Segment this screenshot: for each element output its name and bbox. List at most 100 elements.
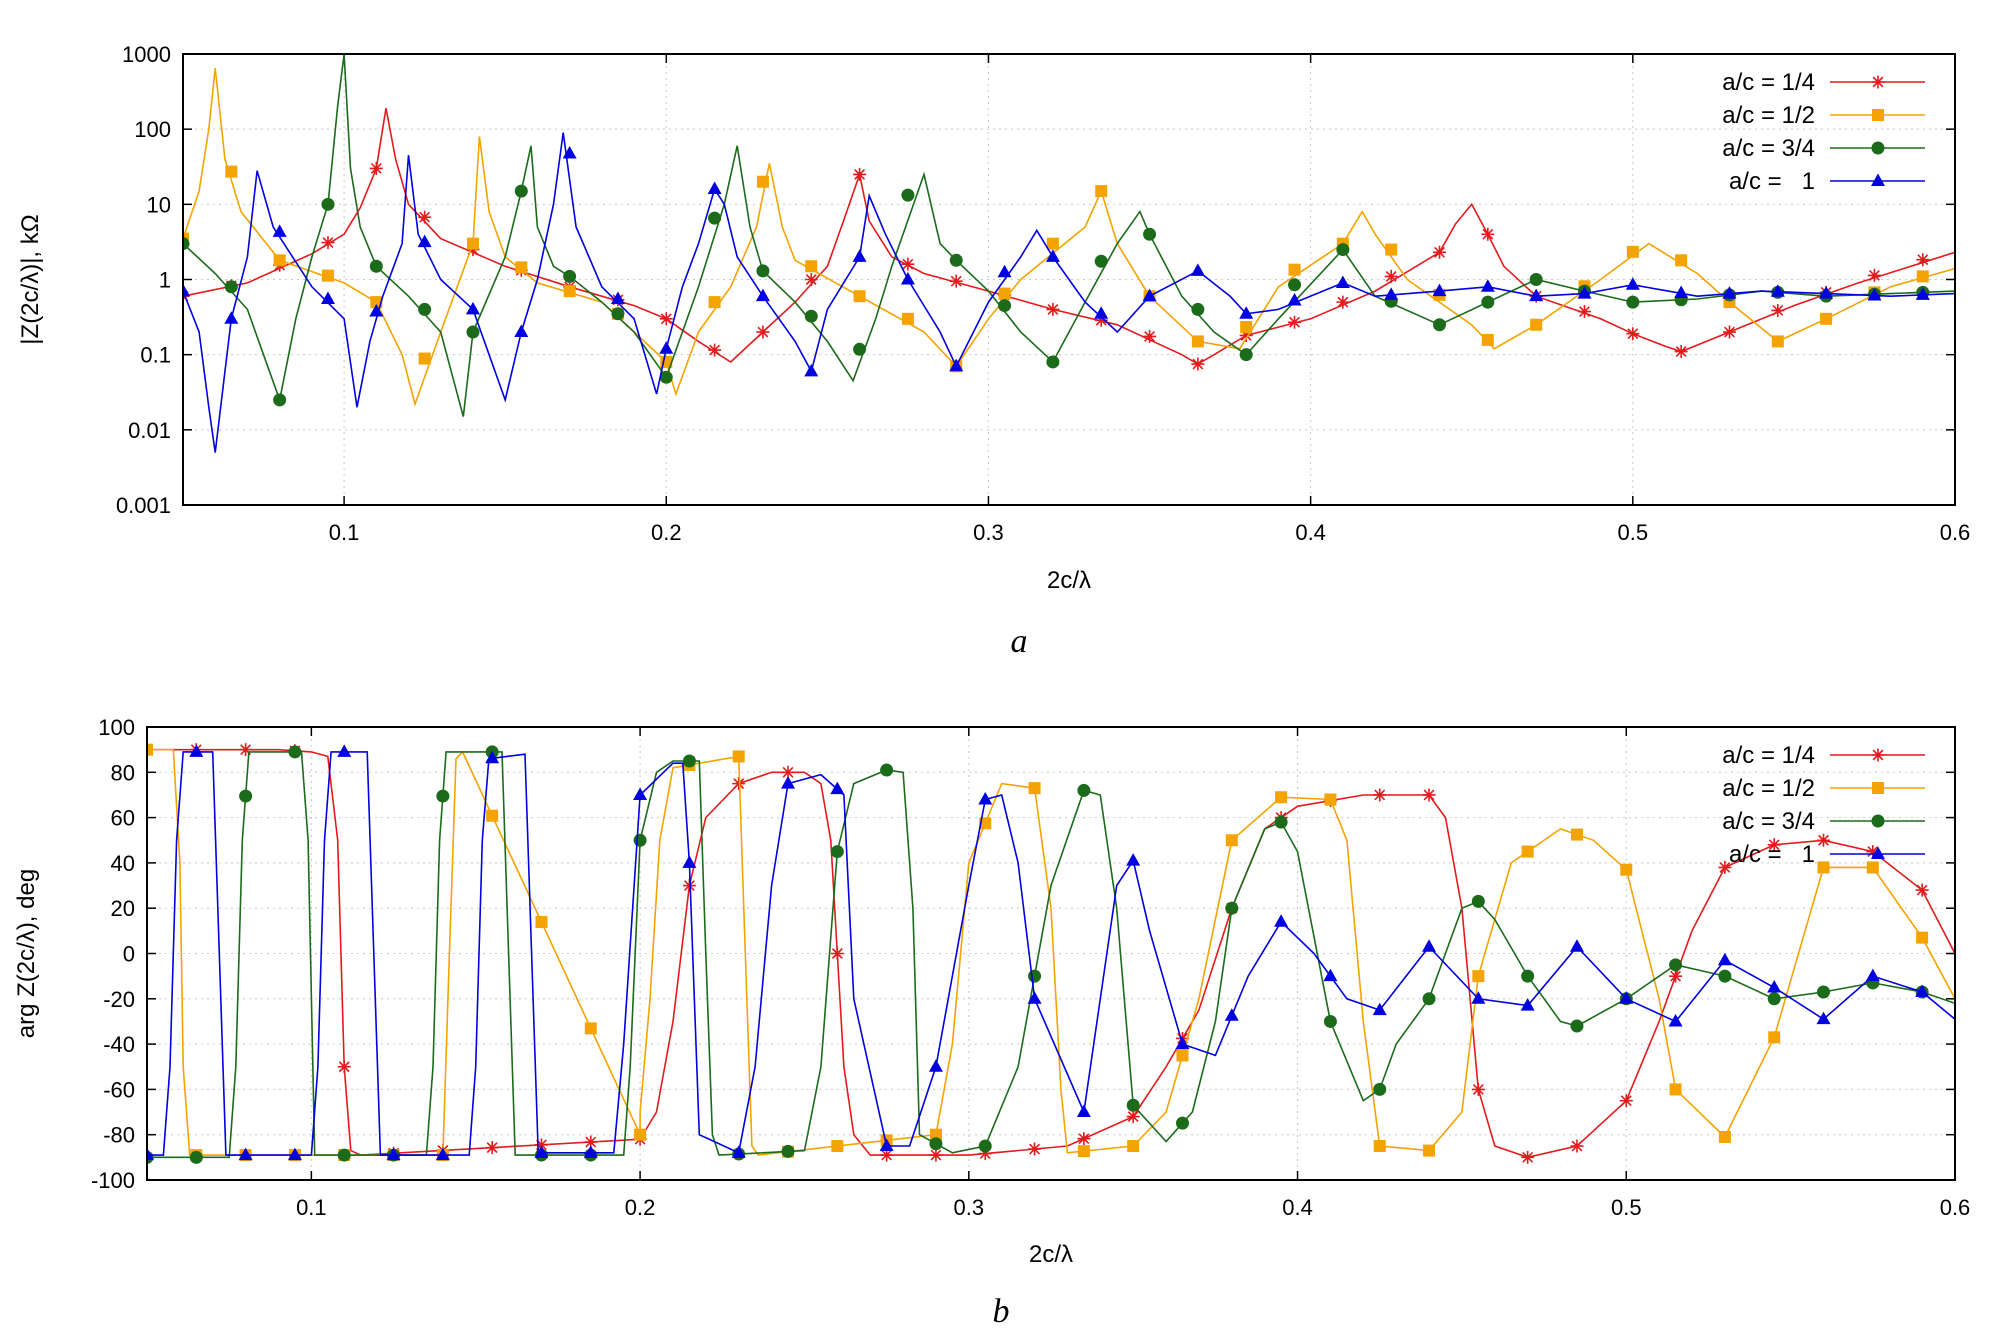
data-point: [901, 312, 914, 325]
legend-swatch-marker: [1871, 75, 1885, 89]
data-point: [435, 1147, 450, 1161]
data-point: [732, 777, 746, 791]
data-point: [1577, 286, 1592, 299]
y-axis-label: arg Z(2c/λ), deg: [13, 869, 40, 1038]
data-point: [1915, 287, 1930, 300]
data-point: [1865, 968, 1880, 982]
data-point: [534, 1145, 549, 1158]
data-point: [370, 296, 383, 309]
y-axis-label: |Z(2c/λ)|, kΩ: [17, 214, 44, 344]
data-point: [1481, 333, 1494, 346]
data-point: [1866, 845, 1880, 859]
grid: [147, 727, 1955, 1180]
data-point: [287, 1147, 302, 1161]
data-point: [634, 1128, 647, 1141]
data-point: [147, 1147, 154, 1161]
data-point: [610, 291, 625, 305]
data-point: [386, 1147, 401, 1161]
data-point: [1287, 293, 1302, 306]
data-point: [418, 210, 432, 224]
x-tick-label: 0.3: [954, 1195, 985, 1220]
y-tick-label: 0.01: [128, 418, 171, 443]
data-point: [852, 249, 867, 262]
panel-caption: b: [993, 1293, 1010, 1330]
data-point: [804, 363, 819, 377]
x-tick-label: 0.1: [296, 1195, 327, 1220]
data-point: [1127, 1140, 1140, 1153]
data-point: [633, 833, 647, 847]
data-point: [563, 285, 576, 298]
data-point: [273, 393, 287, 407]
data-point: [486, 809, 499, 822]
data-point: [1480, 279, 1495, 292]
data-point: [1336, 295, 1350, 309]
data-point: [804, 309, 818, 323]
data-point: [1916, 270, 1929, 283]
data-point: [321, 269, 334, 282]
data-point: [708, 296, 721, 309]
data-point: [1027, 991, 1042, 1004]
data-point: [1471, 991, 1486, 1004]
legend-swatch-marker: [1871, 748, 1885, 762]
data-point: [1175, 1036, 1190, 1050]
data-point: [1626, 245, 1639, 258]
data-point: [781, 765, 795, 779]
data-point: [1433, 245, 1447, 259]
data-point: [584, 1135, 598, 1149]
data-point: [337, 1148, 351, 1162]
x-axis-label: 2c/λ: [1029, 1241, 1073, 1268]
data-point: [1274, 815, 1288, 829]
legend-label: a/c = 1/2: [1722, 102, 1815, 129]
data-point: [1717, 952, 1732, 966]
data-point: [781, 776, 796, 789]
data-point: [1433, 318, 1447, 332]
y-tick-label: 1000: [122, 42, 171, 67]
series-3: [183, 54, 1955, 417]
data-point: [337, 1060, 351, 1074]
data-point: [1819, 286, 1834, 299]
data-point: [1143, 329, 1157, 343]
data-point: [515, 261, 528, 274]
data-point: [1076, 1104, 1091, 1118]
data-point: [978, 1147, 992, 1161]
y-tick-label: -60: [103, 1077, 135, 1102]
data-point: [929, 1128, 942, 1141]
data-point: [830, 781, 845, 795]
data-point: [1191, 302, 1205, 316]
data-point: [1239, 348, 1253, 362]
data-point: [1625, 277, 1640, 290]
data-point: [1521, 845, 1534, 858]
data-point: [1077, 783, 1091, 797]
data-point: [1668, 1013, 1683, 1027]
data-point: [1767, 979, 1782, 993]
data-point: [901, 257, 915, 271]
data-point: [949, 253, 963, 267]
data-point: [1239, 328, 1253, 342]
data-point: [1820, 312, 1833, 325]
plot-frame: [182, 53, 1956, 506]
data-point: [1915, 984, 1930, 998]
series-line: [183, 108, 1955, 366]
data-point: [1916, 253, 1930, 267]
data-point: [273, 254, 286, 267]
data-point: [1718, 969, 1732, 983]
data-point: [1867, 268, 1881, 282]
x-tick-label: 0.2: [651, 520, 682, 545]
legend-swatch-marker: [1871, 846, 1885, 859]
data-point: [901, 188, 915, 202]
data-point: [563, 269, 577, 283]
data-point: [1669, 969, 1683, 983]
data-point: [337, 744, 352, 757]
data-point: [659, 341, 674, 354]
legend-label: a/c = 1/2: [1722, 775, 1815, 802]
data-point: [756, 325, 770, 339]
x-tick-label: 0.2: [625, 1195, 656, 1220]
data-point: [417, 234, 432, 248]
data-point: [369, 304, 384, 317]
data-point: [1916, 931, 1929, 944]
data-point: [189, 1150, 203, 1164]
y-tick-label: 0.001: [116, 493, 171, 518]
data-point: [1336, 243, 1350, 257]
series-2: [147, 743, 1955, 1162]
data-point: [929, 1148, 943, 1162]
